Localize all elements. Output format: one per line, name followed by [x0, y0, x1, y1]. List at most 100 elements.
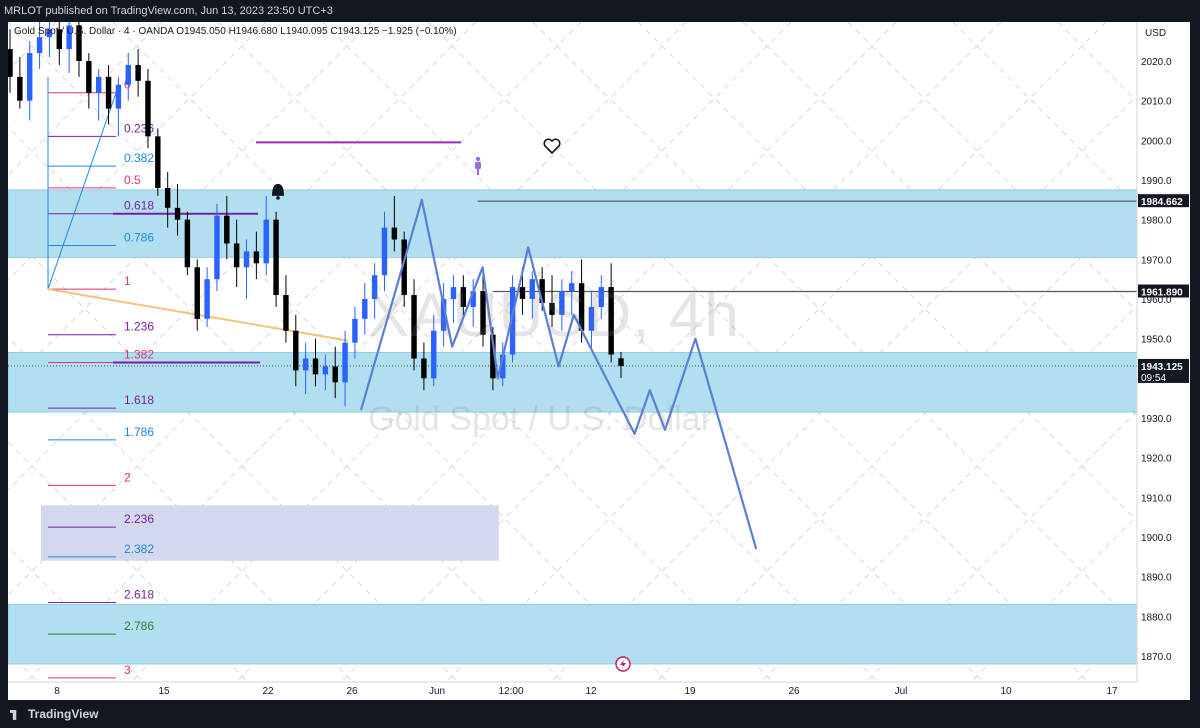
x-tick-8: 8 — [54, 686, 60, 697]
projection-path — [359, 198, 758, 550]
candle-body — [460, 287, 467, 307]
grid-line — [637, 22, 1190, 575]
price-label-1: 1961.890 — [1141, 288, 1183, 299]
person-head — [475, 156, 481, 162]
candle-body — [174, 207, 181, 220]
candle-body — [470, 291, 476, 307]
grid-line — [532, 22, 1190, 680]
candle-body — [500, 354, 506, 379]
publish-header: MRLOT published on TradingView.com, Jun … — [0, 0, 1200, 22]
candle-body — [283, 295, 289, 331]
grid-line — [427, 22, 1107, 700]
y-tick-2020: 2020.0 — [1141, 57, 1172, 68]
fib-label-1.786: 1.786 — [124, 425, 154, 439]
x-tick-26: 26 — [788, 686, 800, 697]
symbol-ohlc: O1945.050 H1946.680 L1940.095 C1943.125 … — [176, 26, 457, 37]
bell-clapper — [276, 196, 280, 200]
publish-info: MRLOT published on TradingView.com, Jun … — [4, 5, 333, 17]
fib-anchor-line — [47, 92, 117, 290]
watermark-name: Gold Spot / U.S. Dollar — [368, 400, 712, 438]
candle-body — [352, 318, 358, 343]
lightning-bolt — [620, 660, 626, 668]
grid-line — [8, 22, 477, 491]
fib-label-1.382: 1.382 — [124, 347, 154, 361]
x-tick-26: 26 — [346, 686, 358, 697]
fib-label-2.236: 2.236 — [124, 512, 154, 526]
candle-body — [184, 219, 191, 268]
candle-body — [588, 306, 595, 331]
fib-label-2: 2 — [124, 470, 131, 484]
grid-line — [112, 22, 792, 700]
candle-body — [519, 287, 526, 299]
fib-label-0.618: 0.618 — [124, 199, 154, 213]
symbol-interval: 4 — [124, 26, 130, 37]
candle-body — [302, 358, 309, 371]
candle-body — [401, 239, 407, 296]
watermark-ticker: XAUUSD, 4h — [368, 281, 740, 350]
candle-body — [332, 366, 338, 383]
candle-body — [125, 64, 131, 85]
grid-line — [112, 22, 792, 700]
fib-label-0.5: 0.5 — [124, 173, 141, 187]
candle-body — [440, 299, 447, 331]
x-tick-Jun: Jun — [429, 686, 445, 697]
candle-body — [293, 330, 299, 371]
fib-label-1.618: 1.618 — [124, 393, 154, 407]
diagonal-grid — [8, 22, 1190, 700]
candle-body — [214, 215, 220, 280]
grid-line — [427, 22, 1107, 700]
price-label-countdown: 09:54 — [1141, 373, 1166, 384]
y-tick-1920: 1920.0 — [1141, 454, 1172, 465]
candle-body — [549, 302, 555, 315]
fib-label-3: 3 — [124, 663, 131, 677]
candle-body — [76, 25, 82, 61]
candle-body — [273, 219, 279, 296]
fib-label-0.382: 0.382 — [124, 151, 154, 165]
candle-body — [381, 227, 388, 276]
grid-line — [217, 22, 897, 700]
x-tick-Jul: Jul — [895, 686, 908, 697]
candle-body — [135, 64, 141, 81]
heart-icon — [543, 138, 561, 155]
y-tick-1930: 1930.0 — [1141, 414, 1172, 425]
chart-area[interactable]: XAUUSD, 4h Gold Spot / U.S. Dollar 00.23… — [8, 22, 1190, 700]
symbol-legend: Gold Spot / U.S. Dollar · 4 · OANDA O194… — [14, 26, 457, 37]
candle-body — [194, 267, 200, 319]
candle-body — [243, 251, 250, 268]
grid-line — [847, 22, 1190, 365]
candle-body — [411, 295, 417, 359]
price-label-0: 1984.662 — [1141, 197, 1183, 208]
candle-body — [608, 287, 614, 355]
x-tick-19: 19 — [684, 686, 696, 697]
candle-body — [253, 251, 260, 264]
candle-body — [95, 76, 102, 93]
candle-body — [312, 358, 319, 375]
price-label-2: 1943.125 — [1141, 362, 1183, 373]
candle-body — [578, 283, 585, 331]
y-tick-1980: 1980.0 — [1141, 216, 1172, 227]
price-chart[interactable]: 00.2360.3820.50.6180.78611.2361.3821.618… — [8, 22, 1190, 700]
x-tick-22: 22 — [262, 686, 274, 697]
y-tick-1960: 1960.0 — [1141, 295, 1172, 306]
candle-body — [371, 275, 378, 299]
zone-2 — [8, 603, 1138, 665]
bell-body — [272, 183, 284, 196]
symbol-source: OANDA — [138, 26, 174, 37]
grid-line — [8, 22, 372, 386]
candle-body — [164, 187, 171, 208]
candle-body — [17, 76, 23, 101]
fib-label-2.618: 2.618 — [124, 587, 154, 601]
candle-body — [431, 330, 437, 379]
candle-body — [490, 334, 496, 379]
y-tick-1870: 1870.0 — [1141, 652, 1172, 663]
price-label-bg-0 — [1138, 194, 1189, 208]
candle-body — [8, 49, 13, 77]
grid-line — [742, 22, 1190, 470]
tradingview-logo[interactable]: TradingView — [10, 707, 98, 721]
grid-line — [8, 22, 687, 700]
y-tick-1890: 1890.0 — [1141, 573, 1172, 584]
grid-line — [217, 22, 897, 700]
fib-label-1.236: 1.236 — [124, 320, 154, 334]
candle-body — [509, 287, 516, 355]
